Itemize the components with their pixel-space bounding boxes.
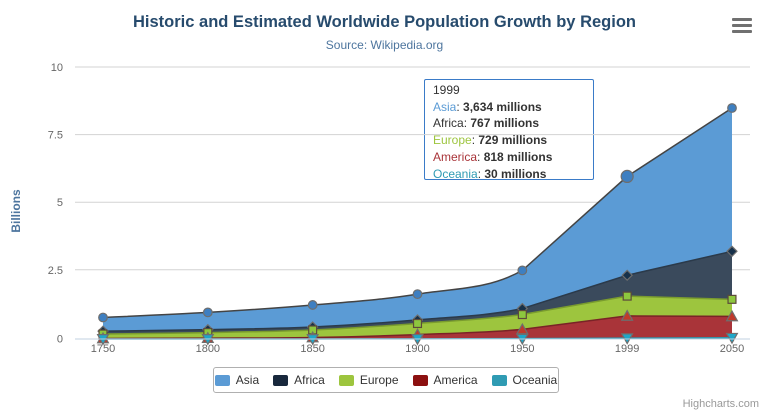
svg-text:1800: 1800 xyxy=(196,343,220,355)
svg-text:5: 5 xyxy=(57,197,63,209)
svg-text:7.5: 7.5 xyxy=(48,130,63,142)
svg-text:2050: 2050 xyxy=(720,343,744,355)
svg-text:1999: 1999 xyxy=(615,343,639,355)
svg-text:2.5: 2.5 xyxy=(48,265,63,277)
svg-text:1950: 1950 xyxy=(510,343,534,355)
svg-text:1850: 1850 xyxy=(300,343,324,355)
svg-text:1900: 1900 xyxy=(405,343,429,355)
svg-text:0: 0 xyxy=(57,334,63,346)
svg-text:1750: 1750 xyxy=(91,343,115,355)
svg-text:10: 10 xyxy=(51,62,63,74)
svg-text:Billions: Billions xyxy=(9,189,23,233)
